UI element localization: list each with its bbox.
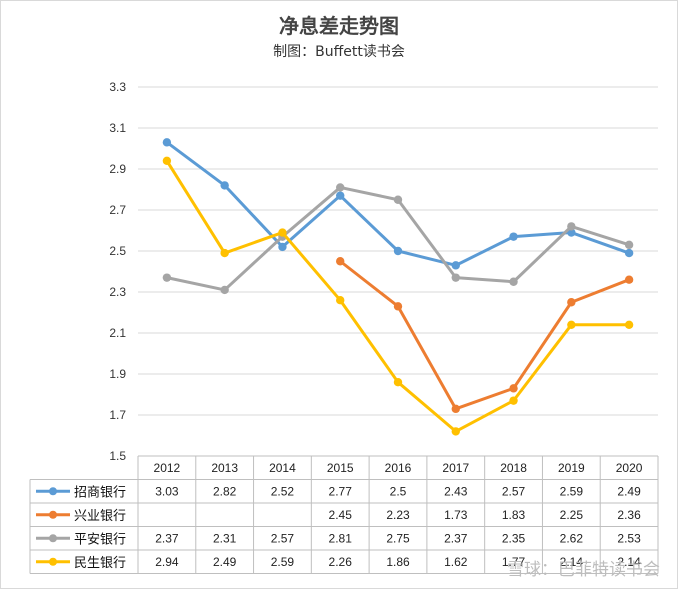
data-label: 2.75 <box>386 531 410 545</box>
data-label: 1.86 <box>386 555 410 569</box>
data-point <box>336 257 345 266</box>
data-point <box>624 240 634 250</box>
data-point <box>509 384 518 393</box>
data-point <box>509 277 518 286</box>
data-point <box>162 138 172 147</box>
watermark-text: 雪球：巴菲特读书会 <box>507 560 660 580</box>
data-point <box>451 404 460 414</box>
data-point <box>624 320 634 329</box>
data-label: 1.83 <box>502 508 526 522</box>
x-category-label: 2018 <box>500 461 527 475</box>
data-label: 2.77 <box>329 484 353 498</box>
data-label: 2.35 <box>502 531 526 545</box>
data-point <box>451 273 460 282</box>
legend-marker <box>49 487 57 496</box>
y-tick-label: 3.3 <box>109 80 126 94</box>
data-label: 2.37 <box>444 531 468 545</box>
chart-subtitle: 制图：Buffett读书会 <box>273 43 405 60</box>
data-point <box>567 222 576 231</box>
data-point <box>278 242 287 252</box>
data-label: 2.82 <box>213 484 237 498</box>
data-label: 2.14 <box>560 555 584 569</box>
data-label: 2.94 <box>155 555 179 569</box>
legend-marker <box>49 510 57 519</box>
x-category-label: 2015 <box>327 461 354 475</box>
data-point <box>336 191 345 200</box>
x-category-label: 2014 <box>269 461 296 475</box>
y-axis: 1.5 1.7 1.9 2.1 2.3 2.5 2.7 2.9 3.1 3.3 <box>109 80 126 463</box>
data-label: 2.25 <box>560 508 584 522</box>
x-category-label: 2017 <box>442 461 469 475</box>
x-category-label: 2019 <box>558 461 585 475</box>
data-point <box>509 396 518 405</box>
series-line <box>338 259 631 411</box>
data-point <box>567 298 576 307</box>
y-tick-label: 1.7 <box>109 408 126 422</box>
data-label: 1.62 <box>444 555 468 569</box>
data-point <box>393 195 403 204</box>
data-point <box>393 378 403 387</box>
legend-marker <box>49 534 57 543</box>
data-label: 1.73 <box>444 508 468 522</box>
data-label: 2.49 <box>617 484 641 498</box>
data-point <box>336 296 345 305</box>
data-label: 2.26 <box>329 555 353 569</box>
data-point <box>393 246 403 256</box>
y-tick-label: 2.5 <box>109 244 126 258</box>
data-label: 2.43 <box>444 484 468 498</box>
data-point <box>451 427 460 436</box>
data-label: 3.03 <box>155 484 179 498</box>
data-label: 2.57 <box>271 531 295 545</box>
data-label: 2.59 <box>560 484 584 498</box>
data-point <box>624 275 634 284</box>
y-tick-label: 2.3 <box>109 285 126 299</box>
data-label: 2.45 <box>329 508 353 522</box>
x-category-label: 2016 <box>385 461 412 475</box>
legend-label: 平安银行 <box>74 532 126 547</box>
legend-label: 兴业银行 <box>74 509 126 524</box>
y-tick-label: 2.9 <box>109 162 126 176</box>
data-point <box>162 156 172 165</box>
data-label: 2.62 <box>560 531 584 545</box>
y-tick-label: 2.1 <box>109 326 126 340</box>
data-point <box>220 285 229 295</box>
data-label: 2.23 <box>386 508 410 522</box>
x-category-label: 2020 <box>616 461 643 475</box>
data-label: 2.5 <box>390 484 407 498</box>
data-label: 2.37 <box>155 531 179 545</box>
data-label: 2.53 <box>617 531 641 545</box>
data-point <box>393 302 403 311</box>
data-table: 2012 2013 2014 2015 2016 2017 2018 2019 2020 招商银行… <box>29 455 659 574</box>
data-label: 2.49 <box>213 555 237 569</box>
x-category-label: 2013 <box>211 461 238 475</box>
y-tick-label: 1.5 <box>109 449 126 463</box>
data-label: 2.31 <box>213 531 237 545</box>
data-point <box>220 181 229 190</box>
data-point <box>451 261 460 270</box>
data-point <box>509 232 518 241</box>
series-lines <box>162 138 634 436</box>
data-label: 2.57 <box>502 484 526 498</box>
data-point <box>162 273 172 282</box>
chart-title: 净息差走势图 <box>279 14 399 38</box>
data-label: 2.14 <box>617 555 641 569</box>
data-point <box>336 183 345 192</box>
data-point <box>567 320 576 329</box>
data-label: 2.81 <box>329 531 353 545</box>
data-point <box>624 248 634 258</box>
y-tick-label: 1.9 <box>109 367 126 381</box>
y-tick-label: 3.1 <box>109 121 126 135</box>
data-point <box>220 248 229 258</box>
legend-label: 招商银行 <box>74 485 126 500</box>
data-label: 1.77 <box>502 555 526 569</box>
data-label: 2.36 <box>617 508 641 522</box>
data-point <box>278 228 287 237</box>
x-category-label: 2012 <box>154 461 181 475</box>
y-tick-label: 2.7 <box>109 203 126 217</box>
legend-marker <box>49 557 57 566</box>
data-label: 2.52 <box>271 484 295 498</box>
legend-label: 民生银行 <box>74 556 126 571</box>
data-label: 2.59 <box>271 555 295 569</box>
